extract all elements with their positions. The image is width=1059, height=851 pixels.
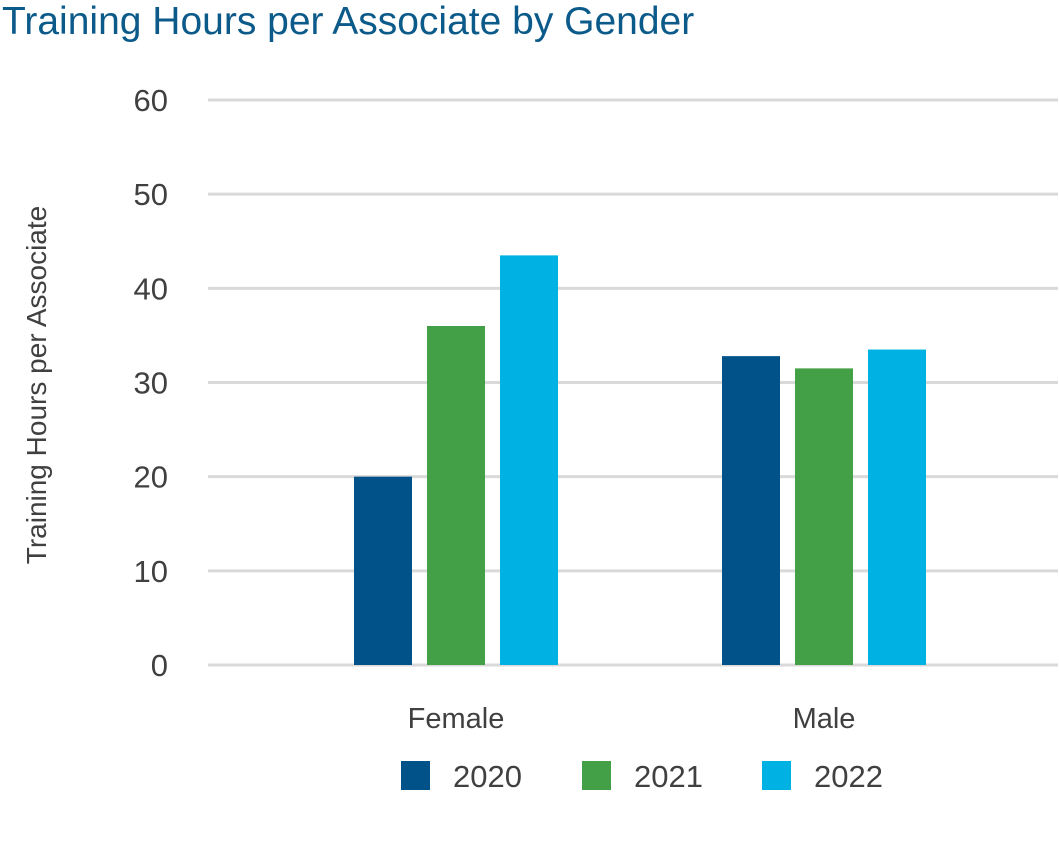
legend-swatch-2022	[762, 761, 791, 790]
legend-label: 2021	[634, 759, 703, 794]
legend: 2020 2021 2022	[401, 759, 883, 794]
legend-label: 2022	[814, 759, 883, 794]
y-tick-label: 30	[134, 366, 168, 401]
x-category-label: Male	[793, 703, 856, 735]
bar-female-2020	[354, 476, 412, 665]
y-tick-label: 60	[134, 83, 168, 118]
legend-swatch-2021	[582, 761, 611, 790]
y-tick-label: 50	[134, 177, 168, 212]
x-category-label: Female	[408, 703, 505, 735]
gridlines	[208, 98, 1058, 667]
bar-male-2022	[868, 349, 926, 665]
y-tick-label: 20	[134, 460, 168, 495]
y-tick-label: 40	[134, 271, 168, 306]
y-axis-label: Training Hours per Associate	[21, 206, 52, 564]
bar-male-2020	[722, 356, 780, 665]
y-tick-label: 10	[134, 554, 168, 589]
y-axis-tick-labels: 0 10 20 30 40 50 60	[134, 83, 168, 683]
bars	[354, 255, 926, 665]
x-axis-category-labels: Female Male	[408, 703, 856, 735]
bar-male-2021	[795, 368, 853, 665]
y-tick-label: 0	[151, 648, 168, 683]
bar-female-2021	[427, 326, 485, 665]
legend-swatch-2020	[401, 761, 430, 790]
bar-female-2022	[500, 255, 558, 665]
legend-label: 2020	[453, 759, 522, 794]
chart-title: Training Hours per Associate by Gender	[2, 0, 695, 43]
